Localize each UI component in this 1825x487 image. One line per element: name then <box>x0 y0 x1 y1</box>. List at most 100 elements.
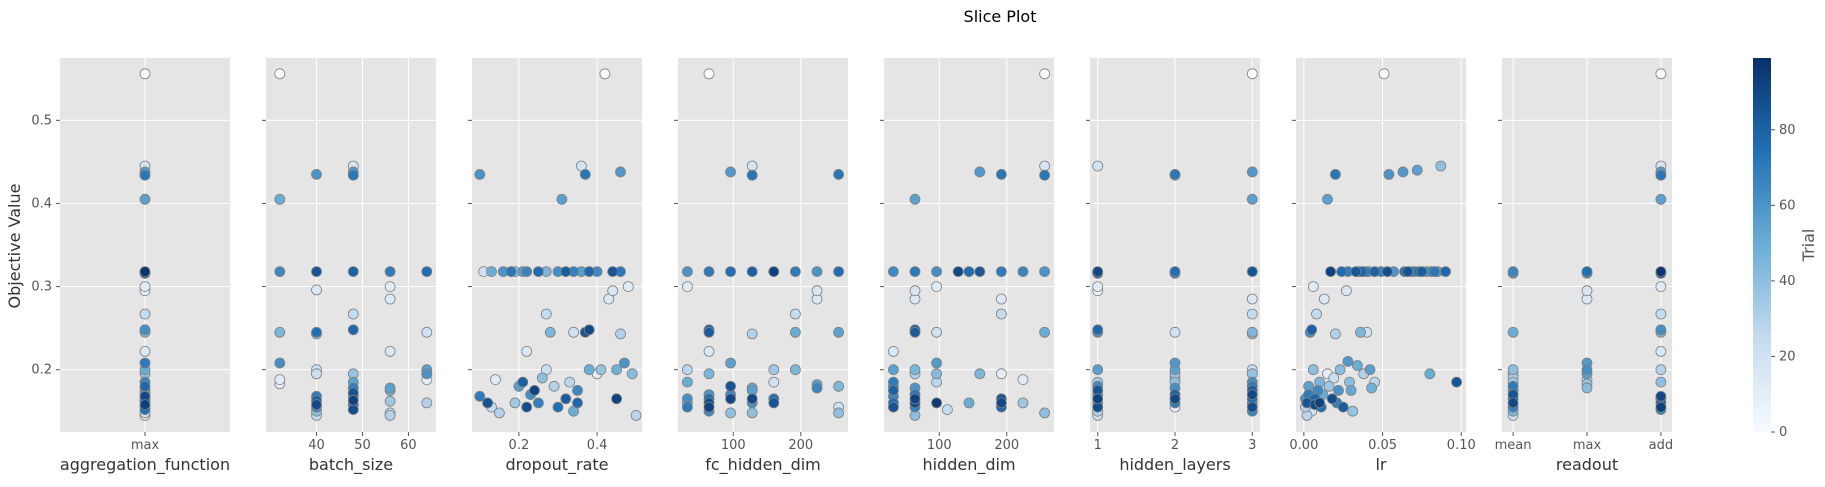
panel-lr-point-0 <box>1378 68 1390 80</box>
y-tick-label-2: 0.4 <box>31 196 52 211</box>
panel-aggregation-function-point-22 <box>139 380 151 392</box>
panel-dropout-rate-point-26 <box>486 266 497 278</box>
panel-lr-point-37 <box>1383 168 1395 180</box>
panel-dropout-rate-point-49 <box>533 266 544 278</box>
panel-dropout-rate-point-0 <box>599 68 611 80</box>
panel-fc-hidden-dim-point-43 <box>833 266 844 278</box>
panel-lr-point-36 <box>1333 384 1344 396</box>
panel-batch-size-point-25 <box>384 382 396 394</box>
panel-readout-xtick-label-1: max <box>1573 438 1602 453</box>
panel-fc-hidden-dim-point-1 <box>682 281 693 293</box>
panel-hidden-dim-point-7 <box>909 285 921 297</box>
panel-batch-size-point-40 <box>421 266 433 278</box>
panel-fc-hidden-dim-point-27 <box>682 266 693 278</box>
panel-hidden-dim-background <box>884 58 1054 432</box>
panel-dropout-rate-point-15 <box>493 407 505 419</box>
colorbar: 0 20 40 60 80 Trial <box>1753 58 1818 440</box>
panel-dropout-rate-point-21 <box>536 372 548 384</box>
panel-hidden-dim-point-52 <box>909 393 921 405</box>
panel-lr-point-33 <box>1397 166 1409 178</box>
panel-fc-hidden-dim-point-20 <box>790 326 801 338</box>
panel-batch-size-point-43 <box>347 266 359 278</box>
panel-readout-point-27 <box>1581 364 1593 376</box>
panel-batch-size-point-7 <box>384 345 396 357</box>
panel-hidden-layers-point-48 <box>1246 389 1258 401</box>
panel-hidden-dim-point-39 <box>1039 169 1050 181</box>
panel-lr-point-55 <box>1336 266 1347 278</box>
panel-hidden-dim-point-41 <box>963 266 975 278</box>
panel-fc-hidden-dim-point-36 <box>703 266 715 278</box>
panel-hidden-dim-point-10 <box>942 404 953 416</box>
panel-lr-point-28 <box>1322 193 1333 205</box>
panel-hidden-dim-point-6 <box>888 345 899 357</box>
panel-lr-point-69 <box>1381 266 1393 278</box>
panel-lr-point-60 <box>1306 324 1318 336</box>
panel-readout-xtick-label-2: add <box>1649 438 1673 453</box>
panel-fc-hidden-dim-point-13 <box>725 407 736 419</box>
panel-hidden-layers-point-47 <box>1169 393 1181 405</box>
panel-fc-hidden-dim-background <box>678 58 848 432</box>
panel-hidden-dim-point-1 <box>996 368 1007 380</box>
panel-lr-point-52 <box>1429 266 1440 278</box>
panel-hidden-dim-point-3 <box>1017 374 1029 386</box>
panel-fc-hidden-dim-point-35 <box>682 401 693 413</box>
panel-batch-size-point-28 <box>311 168 322 180</box>
panel-fc-hidden-dim-point-29 <box>811 266 823 278</box>
colorbar-tick-label-3: 60 <box>1779 198 1796 213</box>
y-axis-title: Objective Value <box>5 184 24 309</box>
panel-hidden-dim-point-8 <box>1039 160 1050 172</box>
panel-hidden-layers-point-5 <box>1092 160 1104 172</box>
panel-fc-hidden-dim-point-48 <box>768 397 780 409</box>
panel-batch-size-point-6 <box>311 284 322 296</box>
panel-fc-hidden-dim-point-18 <box>833 380 844 392</box>
panel-fc-hidden-dim-point-52 <box>703 401 715 413</box>
panel-lr-point-19 <box>1334 364 1346 376</box>
panel-hidden-dim-point-24 <box>931 357 942 369</box>
panel-fc-hidden-dim-point-5 <box>746 160 758 172</box>
panel-batch-size-point-10 <box>421 326 433 338</box>
panel-dropout-rate-point-17 <box>615 328 626 340</box>
panel-hidden-dim-point-0 <box>1039 68 1050 80</box>
panel-lr-point-32 <box>1342 355 1354 367</box>
panel-lr-point-22 <box>1366 382 1377 394</box>
colorbar-tick-label-2: 40 <box>1779 274 1796 289</box>
panel-dropout-rate-point-19 <box>595 364 607 376</box>
panel-fc-hidden-dim-point-8 <box>790 308 801 320</box>
panel-lr-point-66 <box>1451 376 1462 388</box>
panel-dropout-rate-point-54 <box>560 393 572 405</box>
panel-dropout-rate-point-14 <box>630 409 642 421</box>
panel-dropout-rate-x-axis-title: dropout_rate <box>505 455 608 475</box>
panel-fc-hidden-dim-point-12 <box>768 364 780 376</box>
panel-hidden-dim-point-25 <box>974 166 986 178</box>
panel-hidden-dim-point-20 <box>963 397 975 409</box>
panel-batch-size-x-axis-title: batch_size <box>309 455 393 475</box>
panel-fc-hidden-dim-point-3 <box>703 345 715 357</box>
colorbar-label: Trial <box>1799 229 1818 263</box>
panel-hidden-dim-point-21 <box>1039 326 1050 338</box>
panel-hidden-dim-point-50 <box>952 266 964 278</box>
panel-fc-hidden-dim-point-22 <box>725 357 736 369</box>
panel-hidden-layers-point-43 <box>1246 266 1258 278</box>
panel-batch-size-point-36 <box>384 266 396 278</box>
panel-readout-point-0 <box>1655 68 1667 80</box>
panel-aggregation-function-point-3 <box>139 281 151 293</box>
y-tick-label-1: 0.3 <box>31 280 52 295</box>
panel-hidden-layers-point-9 <box>1246 308 1258 320</box>
panel-lr-point-24 <box>1352 360 1363 371</box>
panel-dropout-rate-point-41 <box>521 266 533 278</box>
panel-readout-point-3 <box>1655 345 1667 357</box>
panel-batch-size-point-48 <box>347 394 359 406</box>
panel-readout-point-22 <box>1655 193 1667 205</box>
panel-hidden-dim-xtick-label-0: 100 <box>927 438 952 453</box>
panel-readout-point-42 <box>1655 401 1667 413</box>
panel-fc-hidden-dim-point-9 <box>682 364 693 376</box>
panel-batch-size-point-3 <box>274 374 286 386</box>
panel-hidden-layers-point-45 <box>1246 401 1258 413</box>
panel-dropout-rate-point-12 <box>540 308 552 320</box>
panel-fc-hidden-dim-point-34 <box>811 382 823 394</box>
panel-hidden-dim-point-5 <box>996 293 1007 305</box>
panel-hidden-dim-point-9 <box>931 326 942 338</box>
colorbar-tick-label-4: 80 <box>1779 123 1796 138</box>
panel-hidden-dim-point-2 <box>931 281 942 293</box>
panel-lr-point-29 <box>1364 364 1376 376</box>
